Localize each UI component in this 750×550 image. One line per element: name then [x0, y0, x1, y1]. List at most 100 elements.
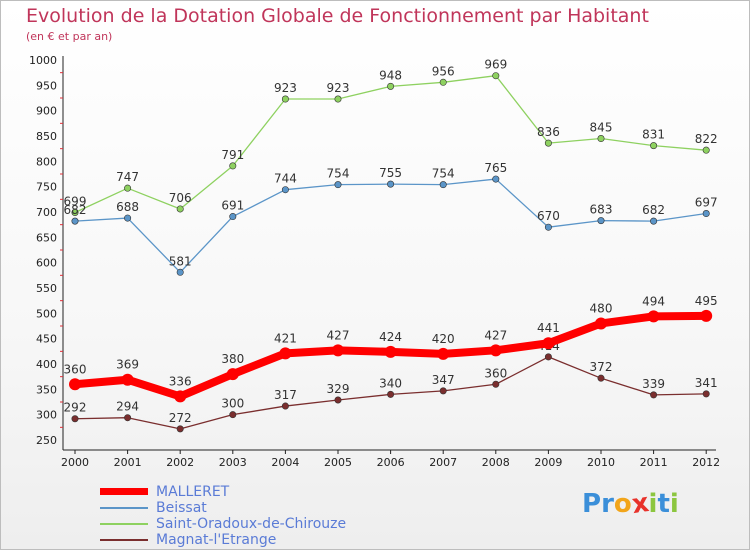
data-point — [544, 139, 552, 147]
x-tick-label: 2012 — [692, 456, 720, 469]
y-tick-label: 650 — [36, 231, 57, 244]
data-label: 765 — [484, 161, 507, 175]
logo-letter: x — [629, 487, 651, 521]
data-point — [437, 347, 450, 360]
y-tick-label: 550 — [36, 282, 57, 295]
legend-swatch — [100, 523, 148, 525]
data-point — [647, 310, 660, 323]
data-point — [387, 390, 395, 398]
y-tick-label: 600 — [36, 257, 57, 270]
data-label: 369 — [116, 358, 139, 372]
data-label: 754 — [327, 167, 350, 181]
data-point — [229, 213, 237, 221]
legend-label: Saint-Oradoux-de-Chirouze — [156, 516, 347, 532]
y-tick-label: 750 — [36, 181, 57, 194]
data-label: 341 — [695, 376, 718, 390]
data-label: 923 — [327, 81, 350, 95]
data-point — [121, 373, 134, 386]
chart-subtitle: (en € et par an) — [26, 30, 113, 43]
data-point — [439, 387, 447, 395]
data-label: 682 — [642, 203, 665, 217]
data-point — [226, 368, 239, 381]
data-point — [71, 209, 79, 217]
data-label: 697 — [695, 196, 718, 210]
data-point — [595, 317, 607, 330]
y-tick-label: 350 — [36, 383, 57, 396]
data-label: 495 — [695, 294, 718, 308]
data-label: 372 — [590, 360, 613, 374]
data-point — [176, 425, 184, 433]
data-label: 340 — [379, 376, 402, 390]
data-label: 923 — [274, 81, 297, 95]
data-label: 420 — [432, 332, 455, 346]
data-point — [279, 347, 292, 360]
data-label: 948 — [379, 68, 402, 82]
data-point — [542, 337, 555, 350]
data-point — [650, 391, 658, 399]
data-point — [544, 223, 552, 231]
data-point — [597, 217, 605, 225]
logo-letter: t — [657, 489, 670, 519]
y-tick-label: 450 — [36, 333, 57, 346]
y-tick-label: 850 — [36, 130, 57, 143]
data-label: 754 — [432, 167, 455, 181]
data-point — [334, 181, 342, 189]
data-label: 822 — [695, 132, 718, 146]
data-label: 845 — [590, 121, 613, 135]
data-point — [174, 390, 187, 403]
data-label: 380 — [221, 352, 244, 366]
data-point — [387, 82, 395, 90]
data-point — [387, 180, 395, 188]
y-tick-label: 900 — [36, 105, 57, 118]
data-point — [597, 374, 605, 382]
data-label: 683 — [590, 203, 613, 217]
data-label: 688 — [116, 200, 139, 214]
data-point — [176, 268, 184, 276]
legend-label: MALLERET — [156, 484, 230, 500]
data-label: 360 — [64, 362, 87, 376]
data-point — [176, 205, 184, 213]
y-tick-label: 250 — [36, 434, 57, 447]
data-point — [702, 210, 710, 218]
data-label: 969 — [484, 58, 507, 72]
data-point — [650, 217, 658, 225]
data-point — [492, 72, 500, 80]
x-tick-label: 2008 — [482, 456, 510, 469]
data-point — [334, 95, 342, 103]
legend-swatch — [100, 488, 148, 495]
data-label: 336 — [169, 374, 192, 388]
logo-letter: r — [601, 489, 614, 519]
x-tick-label: 2009 — [534, 456, 562, 469]
data-label: 441 — [537, 321, 560, 335]
x-tick-label: 2006 — [377, 456, 405, 469]
data-label: 424 — [379, 330, 402, 344]
data-label: 956 — [432, 64, 455, 78]
data-label: 670 — [537, 209, 560, 223]
x-tick-label: 2010 — [587, 456, 615, 469]
y-tick-label: 700 — [36, 206, 57, 219]
data-label: 480 — [590, 301, 613, 315]
legend-label: Magnat-l'Etrange — [156, 532, 277, 548]
y-tick-label: 1000 — [29, 54, 57, 67]
data-point — [71, 217, 79, 225]
data-point — [384, 345, 397, 358]
x-tick-label: 2004 — [271, 456, 299, 469]
data-point — [281, 402, 289, 410]
legend-swatch — [100, 539, 148, 541]
data-label: 836 — [537, 125, 560, 139]
logo-letter: o — [613, 489, 632, 519]
x-tick-label: 2007 — [429, 456, 457, 469]
data-point — [492, 175, 500, 183]
data-point — [229, 162, 237, 170]
data-label: 272 — [169, 411, 192, 425]
data-label: 329 — [327, 382, 350, 396]
data-label: 755 — [379, 166, 402, 180]
data-label: 360 — [484, 366, 507, 380]
data-label: 427 — [484, 328, 507, 342]
data-label: 831 — [642, 128, 665, 142]
data-label: 791 — [221, 148, 244, 162]
data-label: 691 — [221, 199, 244, 213]
y-tick-label: 500 — [36, 307, 57, 320]
y-tick-label: 950 — [36, 79, 57, 92]
